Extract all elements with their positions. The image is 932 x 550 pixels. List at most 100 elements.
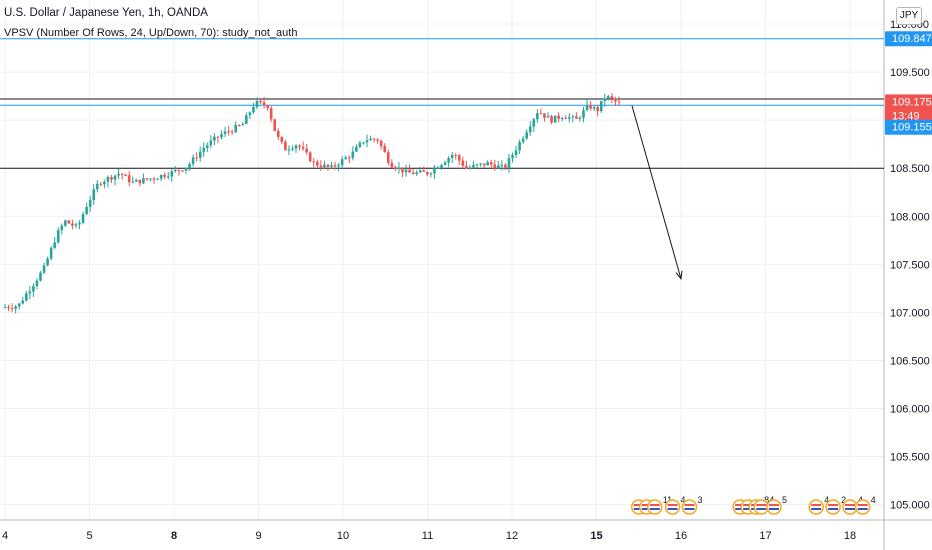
time-tick-label: 11	[422, 530, 433, 542]
flag-stripe	[743, 504, 754, 506]
event-marker-3[interactable]: 3	[681, 495, 702, 515]
candle-body	[347, 157, 351, 159]
flag-stripe	[768, 504, 779, 506]
candle-body	[230, 131, 234, 133]
candle	[195, 152, 198, 162]
candle	[411, 169, 415, 175]
candle-body	[287, 149, 291, 151]
candle	[521, 135, 525, 145]
arrow-line	[631, 105, 682, 279]
event-marker-7[interactable]: 4	[808, 495, 829, 515]
time-tick-label: 4	[2, 530, 8, 542]
candle-body	[617, 101, 621, 103]
candle-body	[390, 162, 394, 168]
candle	[575, 112, 578, 119]
candle-body	[120, 173, 124, 175]
candle-body	[418, 170, 422, 173]
candle-body	[450, 155, 454, 159]
candle	[557, 112, 560, 123]
indicator-title[interactable]: VPSV (Number Of Rows, 24, Up/Down, 70): …	[4, 27, 298, 39]
candle-body	[560, 117, 564, 119]
candle	[10, 303, 14, 313]
candle-body	[592, 107, 596, 109]
flag-stripe	[649, 508, 660, 510]
candle-body	[298, 145, 301, 147]
candle	[347, 155, 351, 164]
candle	[500, 160, 504, 171]
candle-body	[205, 145, 209, 148]
candle	[429, 172, 433, 178]
candle-body	[308, 152, 312, 162]
candle	[550, 114, 553, 125]
candle	[511, 152, 514, 163]
candle	[262, 97, 266, 109]
candle-body	[284, 142, 287, 151]
candle-body	[49, 247, 53, 259]
candle-body	[596, 107, 599, 112]
candle	[443, 160, 447, 166]
currency-badge[interactable]: JPY	[896, 7, 922, 25]
event-marker-2[interactable]: 4	[664, 495, 686, 515]
candle-body	[404, 169, 408, 173]
candle-body	[376, 139, 379, 141]
flag-stripe	[735, 504, 746, 506]
candle	[383, 143, 387, 153]
flag-stripe	[828, 504, 839, 506]
event-marker-6[interactable]: 5	[766, 495, 787, 515]
event-marker-10[interactable]: 4	[854, 495, 876, 515]
candle-body	[156, 178, 159, 180]
candle	[3, 303, 7, 309]
candle	[7, 304, 10, 312]
candle-body	[564, 117, 568, 119]
time-tick-label: 10	[337, 530, 349, 542]
candle-body	[255, 100, 259, 108]
flag-stripe	[649, 504, 660, 506]
candle-body	[607, 96, 610, 99]
candle	[269, 105, 273, 123]
time-axis: 4 5 8 9 10 11 12 15 16 17 18	[2, 530, 856, 542]
candle	[110, 174, 113, 184]
candle-body	[280, 136, 284, 143]
candle-body	[454, 155, 458, 157]
flag-icon	[825, 499, 841, 515]
event-count-label: 2	[841, 495, 846, 505]
candle-body	[110, 177, 113, 180]
event-marker-8[interactable]: 2	[825, 495, 846, 515]
candle	[567, 113, 571, 123]
candle-body	[603, 98, 607, 102]
candle-body	[159, 174, 163, 179]
candle	[81, 211, 85, 225]
event-marker-1[interactable]: 11	[631, 495, 672, 515]
price-tick-label: 109.500	[890, 67, 930, 79]
candle-body	[56, 230, 60, 243]
candle	[220, 130, 223, 140]
candle-body	[536, 113, 539, 120]
candle-body	[152, 178, 156, 180]
candle-body	[85, 206, 88, 215]
candle-body	[273, 119, 277, 131]
flag-stripe	[684, 508, 695, 510]
candle-body	[443, 162, 447, 165]
candle-body	[53, 242, 56, 248]
candle-body	[170, 171, 174, 177]
candle-body	[32, 285, 35, 292]
candle-body	[440, 164, 443, 168]
event-count-label: 3	[697, 495, 702, 505]
candle-body	[67, 220, 71, 224]
candle-body	[24, 293, 28, 301]
candle-body	[216, 136, 220, 138]
flag-icon	[647, 499, 663, 515]
price-tick-label: 107.500	[890, 259, 930, 271]
candle	[71, 219, 74, 230]
candle-body	[262, 102, 266, 106]
candle-body	[213, 136, 216, 141]
candle-body	[223, 131, 227, 135]
candle	[326, 163, 330, 171]
candle	[397, 161, 401, 174]
candle	[88, 195, 92, 212]
flag-stripe	[857, 504, 868, 506]
price-tick-label: 106.500	[890, 355, 930, 367]
candle	[131, 176, 135, 184]
